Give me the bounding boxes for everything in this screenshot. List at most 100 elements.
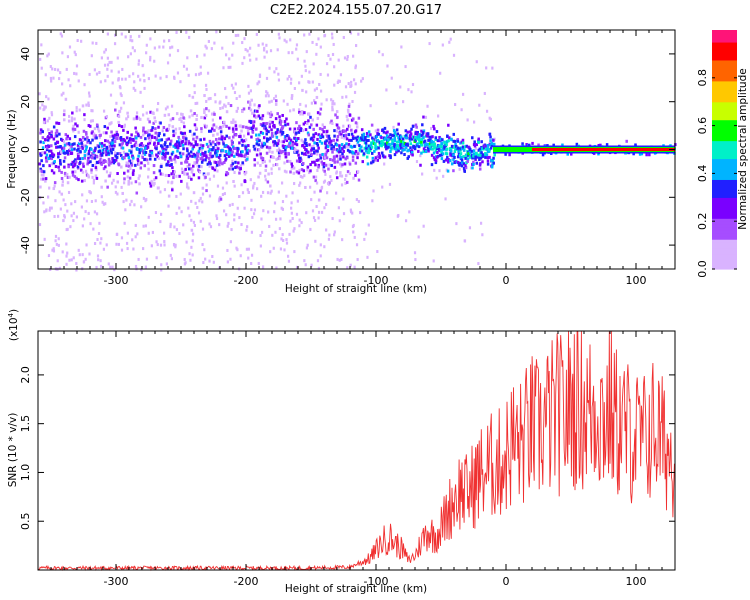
heatmap-cell: [438, 153, 442, 157]
heatmap-cell: [458, 163, 461, 167]
heatmap-cell: [262, 136, 266, 140]
heatmap-cell: [82, 164, 85, 168]
heatmap-cell: [393, 147, 396, 151]
heatmap-cell: [227, 221, 230, 225]
heatmap-cell: [87, 124, 91, 128]
heatmap-cell: [90, 170, 93, 174]
heatmap-cell: [58, 266, 61, 270]
heatmap-cell: [214, 153, 217, 157]
heatmap-cell: [131, 39, 134, 43]
heatmap-cell: [443, 141, 447, 145]
heatmap-cell: [111, 160, 114, 164]
snr-scale-suffix: ): [8, 309, 20, 313]
heatmap-cell: [78, 108, 81, 112]
heatmap-cell: [111, 147, 115, 151]
heatmap-cell: [60, 137, 63, 141]
heatmap-cell: [57, 237, 60, 241]
heatmap-cell: [159, 138, 162, 142]
heatmap-cell: [148, 181, 152, 185]
heatmap-cell: [199, 219, 202, 223]
heatmap-cell: [137, 134, 140, 138]
heatmap-cell: [166, 151, 170, 155]
heatmap-cell: [183, 257, 186, 261]
heatmap-cell: [404, 142, 408, 146]
heatmap-cell: [113, 140, 117, 144]
heatmap-cell: [287, 51, 290, 55]
heatmap-cell: [340, 257, 343, 261]
colorbar-tick-label: 0.4: [696, 165, 709, 183]
heatmap-cell: [147, 129, 150, 133]
heatmap-cell: [226, 224, 229, 228]
heatmap-cell: [128, 74, 131, 78]
heatmap-cell: [295, 212, 299, 216]
heatmap-cell: [120, 106, 123, 110]
colorbar-swatch: [712, 251, 737, 255]
heatmap-cell: [456, 139, 460, 143]
heatmap-cell: [313, 141, 316, 145]
heatmap-cell: [349, 208, 352, 212]
heatmap-cell: [299, 156, 302, 160]
heatmap-cell: [68, 45, 72, 49]
heatmap-cell: [90, 168, 93, 172]
heatmap-cell: [371, 156, 375, 160]
heatmap-cell: [211, 148, 214, 152]
heatmap-cell: [80, 168, 83, 172]
heatmap-cell: [313, 190, 316, 194]
heatmap-cell: [87, 211, 90, 215]
heatmap-cell: [439, 71, 442, 75]
heatmap-cell: [83, 113, 86, 117]
heatmap-cell: [258, 139, 261, 143]
heatmap-cell: [166, 144, 169, 148]
heatmap-cell: [448, 40, 451, 44]
heatmap-cell: [330, 164, 333, 168]
heatmap-cell: [367, 151, 370, 155]
heatmap-cell: [279, 133, 282, 137]
heatmap-cell: [276, 163, 279, 167]
heatmap-cell: [304, 64, 307, 68]
heatmap-cell: [116, 56, 119, 60]
heatmap-cell: [300, 221, 303, 225]
heatmap-cell: [245, 170, 248, 174]
heatmap-cell: [374, 156, 378, 160]
heatmap-cell: [83, 118, 86, 122]
heatmap-cell: [239, 153, 243, 157]
heatmap-cell: [75, 215, 79, 219]
heatmap-cell: [197, 168, 200, 172]
heatmap-cell: [39, 169, 42, 173]
heatmap-cell: [289, 81, 293, 85]
heatmap-cell: [449, 152, 452, 156]
heatmap-cell: [297, 108, 301, 112]
heatmap-cell: [279, 130, 282, 134]
colorbar-tick-label: 0.2: [696, 212, 709, 230]
heatmap-cell: [233, 147, 236, 151]
heatmap-cell: [471, 166, 474, 170]
heatmap-cell: [123, 221, 126, 225]
heatmap-cell: [80, 179, 84, 183]
heatmap-cell: [295, 121, 298, 125]
colorbar-swatch: [712, 107, 737, 112]
heatmap-cell: [179, 116, 182, 120]
heatmap-cell: [190, 199, 193, 203]
heatmap-cell: [271, 233, 274, 237]
heatmap-cell: [278, 227, 281, 231]
heatmap-cell: [451, 156, 454, 160]
heatmap-cell: [413, 251, 417, 255]
heatmap-cell: [100, 237, 103, 241]
heatmap-cell: [274, 102, 278, 106]
colorbar-swatch: [712, 182, 737, 186]
heatmap-cell: [93, 127, 97, 131]
heatmap-cell: [127, 182, 130, 186]
heatmap-cell: [143, 152, 147, 156]
spectrogram-x-tick-label: -200: [234, 274, 259, 287]
heatmap-cell: [120, 165, 123, 169]
heatmap-cell: [93, 149, 96, 153]
heatmap-cell: [50, 130, 53, 134]
heatmap-cell: [286, 254, 290, 258]
heatmap-cell: [302, 152, 306, 156]
heatmap-cell: [83, 179, 86, 183]
heatmap-cell: [364, 232, 368, 236]
spectrogram-x-tick-label: 0: [503, 274, 510, 287]
heatmap-cell: [240, 223, 243, 227]
heatmap-cell: [327, 237, 331, 241]
heatmap-cell: [81, 135, 85, 139]
